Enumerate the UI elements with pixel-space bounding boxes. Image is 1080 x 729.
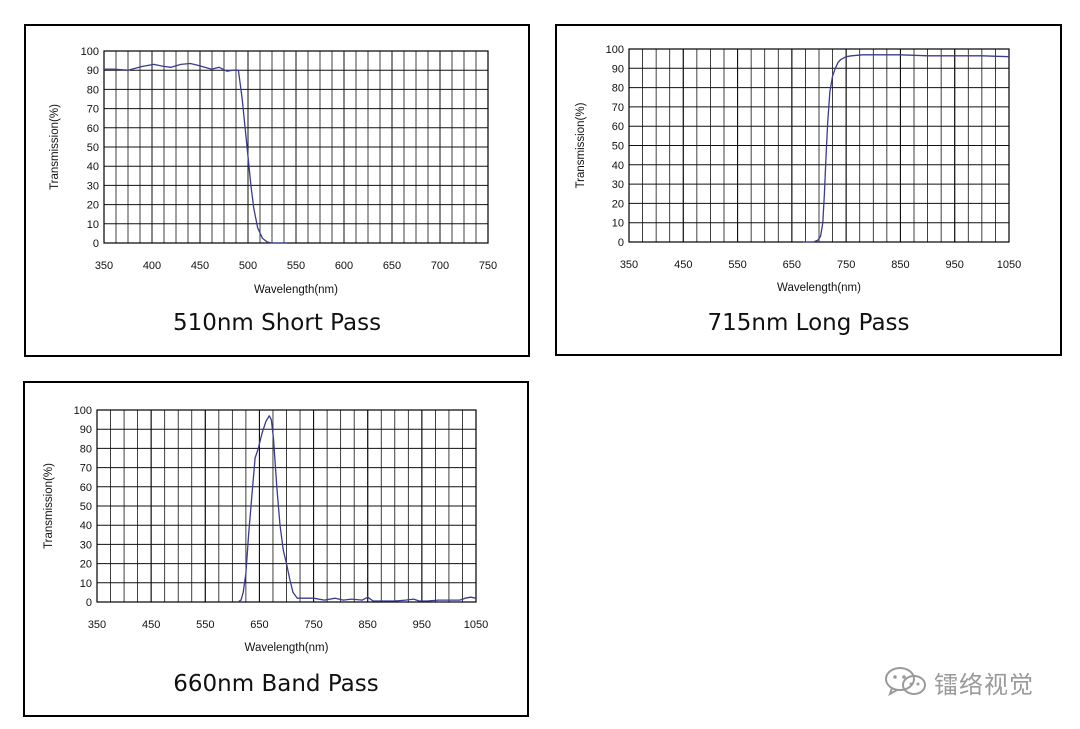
y-tick-label: 0 <box>93 238 99 250</box>
y-tick-label: 40 <box>612 160 624 172</box>
y-tick-label: 80 <box>87 84 99 96</box>
y-tick-label: 0 <box>86 597 92 609</box>
chart-svg: 0 10 20 30 40 50 60 70 80 90 100 350 450 550 650 750 850… <box>575 44 1021 294</box>
x-tick-label: 650 <box>250 619 268 631</box>
y-tick-label: 70 <box>80 463 92 475</box>
x-axis-label: Wavelength(nm) <box>777 282 861 294</box>
y-tick-label: 90 <box>87 65 99 77</box>
x-axis-label: Wavelength(nm) <box>254 284 338 296</box>
y-tick-label: 30 <box>80 539 92 551</box>
y-axis-label: Transmission(%) <box>575 102 587 188</box>
chart-caption: 715nm Long Pass <box>707 310 910 336</box>
x-tick-label: 550 <box>287 260 305 272</box>
y-tick-label: 20 <box>87 200 99 212</box>
x-tick-label: 850 <box>359 619 377 631</box>
y-tick-label: 90 <box>612 63 624 75</box>
x-tick-label: 1050 <box>997 259 1021 271</box>
y-tick-label: 80 <box>612 83 624 95</box>
x-tick-label: 850 <box>891 259 909 271</box>
y-tick-label: 40 <box>80 520 92 532</box>
x-tick-label: 500 <box>239 260 257 272</box>
y-axis-label: Transmission(%) <box>49 104 61 190</box>
y-tick-label: 30 <box>612 179 624 191</box>
y-tick-label: 50 <box>87 142 99 154</box>
y-tick-label: 20 <box>612 198 624 210</box>
x-tick-label: 650 <box>383 260 401 272</box>
x-tick-label: 1050 <box>464 619 488 631</box>
y-tick-label: 100 <box>81 46 99 58</box>
x-tick-label: 950 <box>413 619 431 631</box>
x-tick-label: 650 <box>783 259 801 271</box>
x-axis-label: Wavelength(nm) <box>245 642 329 654</box>
y-tick-label: 70 <box>612 102 624 114</box>
x-tick-label: 450 <box>674 259 692 271</box>
plot-frame <box>103 50 489 244</box>
x-tick-label: 750 <box>479 260 497 272</box>
y-tick-label: 10 <box>612 218 624 230</box>
y-tick-label: 10 <box>80 578 92 590</box>
x-tick-label: 400 <box>143 260 161 272</box>
y-tick-label: 50 <box>612 141 624 153</box>
x-tick-label: 350 <box>88 619 106 631</box>
y-tick-label: 0 <box>618 237 624 249</box>
x-tick-label: 750 <box>304 619 322 631</box>
transmission-curve <box>237 415 477 603</box>
y-tick-label: 40 <box>87 161 99 173</box>
chart-caption: 660nm Band Pass <box>173 671 379 697</box>
chart-caption: 510nm Short Pass <box>172 310 382 336</box>
x-tick-label: 600 <box>335 260 353 272</box>
y-tick-label: 60 <box>612 121 624 133</box>
x-tick-label: 450 <box>191 260 209 272</box>
chart-svg: 0 10 20 30 40 50 60 70 80 90 100 350 400 450 500 550 600… <box>49 46 497 296</box>
y-tick-label: 100 <box>606 44 624 56</box>
x-tick-label: 550 <box>196 619 214 631</box>
x-tick-label: 750 <box>837 259 855 271</box>
wechat-icon <box>885 667 926 697</box>
y-tick-label: 50 <box>80 501 92 513</box>
y-axis-label: Transmission(%) <box>43 463 55 549</box>
y-tick-label: 90 <box>80 424 92 436</box>
chart-panel-band-pass: 0 10 20 30 40 50 60 70 80 90 100 350 450 550 650 750 850… <box>23 381 529 717</box>
plot-frame <box>628 48 1010 243</box>
watermark-text: 镭络视觉 <box>934 670 1034 699</box>
y-tick-label: 30 <box>87 180 99 192</box>
plot-frame <box>96 409 477 603</box>
chart-panel-short-pass: 0 10 20 30 40 50 60 70 80 90 100 350 400 450 500 550 600… <box>24 24 530 357</box>
y-tick-label: 60 <box>87 123 99 135</box>
y-tick-label: 60 <box>80 482 92 494</box>
x-tick-label: 700 <box>431 260 449 272</box>
watermark: 镭络视觉 <box>884 662 1054 702</box>
x-tick-label: 350 <box>95 260 113 272</box>
y-tick-label: 10 <box>87 219 99 231</box>
chart-svg: 0 10 20 30 40 50 60 70 80 90 100 350 450 550 650 750 850… <box>43 405 488 654</box>
y-tick-label: 100 <box>74 405 92 417</box>
x-tick-label: 550 <box>728 259 746 271</box>
x-tick-label: 950 <box>946 259 964 271</box>
y-tick-label: 20 <box>80 559 92 571</box>
transmission-curve <box>104 62 287 244</box>
y-tick-label: 70 <box>87 104 99 116</box>
y-tick-label: 80 <box>80 443 92 455</box>
transmission-curve <box>802 54 1010 243</box>
chart-panel-long-pass: 0 10 20 30 40 50 60 70 80 90 100 350 450 550 650 750 850… <box>555 24 1062 356</box>
x-tick-label: 450 <box>142 619 160 631</box>
x-tick-label: 350 <box>620 259 638 271</box>
